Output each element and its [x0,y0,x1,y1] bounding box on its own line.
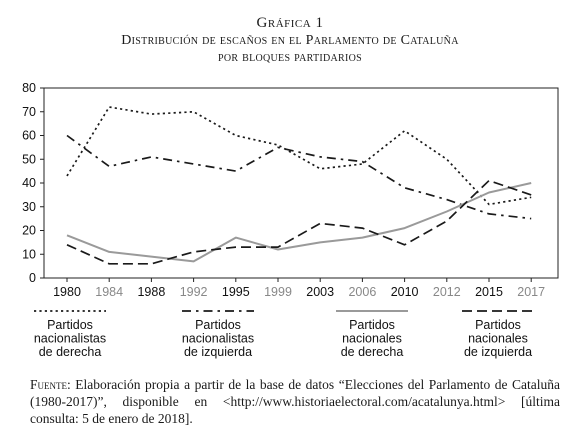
y-tick-label: 0 [29,271,36,285]
series-line-4 [66,179,532,265]
legend-label: Partidos [47,318,93,332]
y-tick-label: 10 [22,247,36,261]
x-tick-label: 2010 [391,285,419,299]
y-tick-label: 70 [22,105,36,119]
x-tick-label: 2012 [433,285,461,299]
figure-title: Distribución de escaños en el Parlamento… [121,33,459,48]
legend-label: de izquierda [184,345,252,359]
y-tick-label: 80 [22,81,36,95]
x-tick-label: 2017 [517,285,545,299]
x-tick-label: 2003 [306,285,334,299]
legend-label: Partidos [475,318,521,332]
source-text: Elaboración propia a partir de la base d… [30,377,560,426]
x-tick-label: 2006 [348,285,376,299]
legend-label: nacionales [468,332,528,346]
y-tick-label: 50 [22,152,36,166]
y-tick-label: 30 [22,200,36,214]
legend-label: nacionalistas [34,332,106,346]
x-tick-label: 1999 [264,285,292,299]
y-tick-label: 60 [22,129,36,143]
legend-label: de derecha [341,345,404,359]
y-tick-label: 40 [22,176,36,190]
figure-title-block: Gráfica 1 Distribución de escaños en el … [0,14,580,66]
legend-label: nacionalistas [182,332,254,346]
legend-label: de izquierda [464,345,532,359]
x-tick-label: 2015 [475,285,503,299]
x-tick-label: 1995 [222,285,250,299]
x-tick-label: 1992 [180,285,208,299]
source-label: Fuente: [30,377,71,392]
figure-subtitle: por bloques partidarios [217,50,363,65]
x-tick-label: 1980 [53,285,81,299]
legend-label: de derecha [39,345,102,359]
series-line-2 [66,134,532,220]
legend-label: Partidos [349,318,395,332]
series-line-1 [66,106,532,206]
x-tick-label: 1988 [137,285,165,299]
line-chart: 0 10 20 30 40 50 60 70 80 1980 1984 1988 1992 1995 199… [22,81,559,359]
legend-label: nacionales [342,332,402,346]
figure-label: Gráfica 1 [256,15,324,31]
series-line-3 [66,182,532,263]
x-tick-label: 1984 [95,285,123,299]
legend-label: Partidos [195,318,241,332]
plot-frame [43,87,559,279]
y-tick-label: 20 [22,224,36,238]
source-note: Fuente: Elaboración propia a partir de l… [30,376,560,427]
